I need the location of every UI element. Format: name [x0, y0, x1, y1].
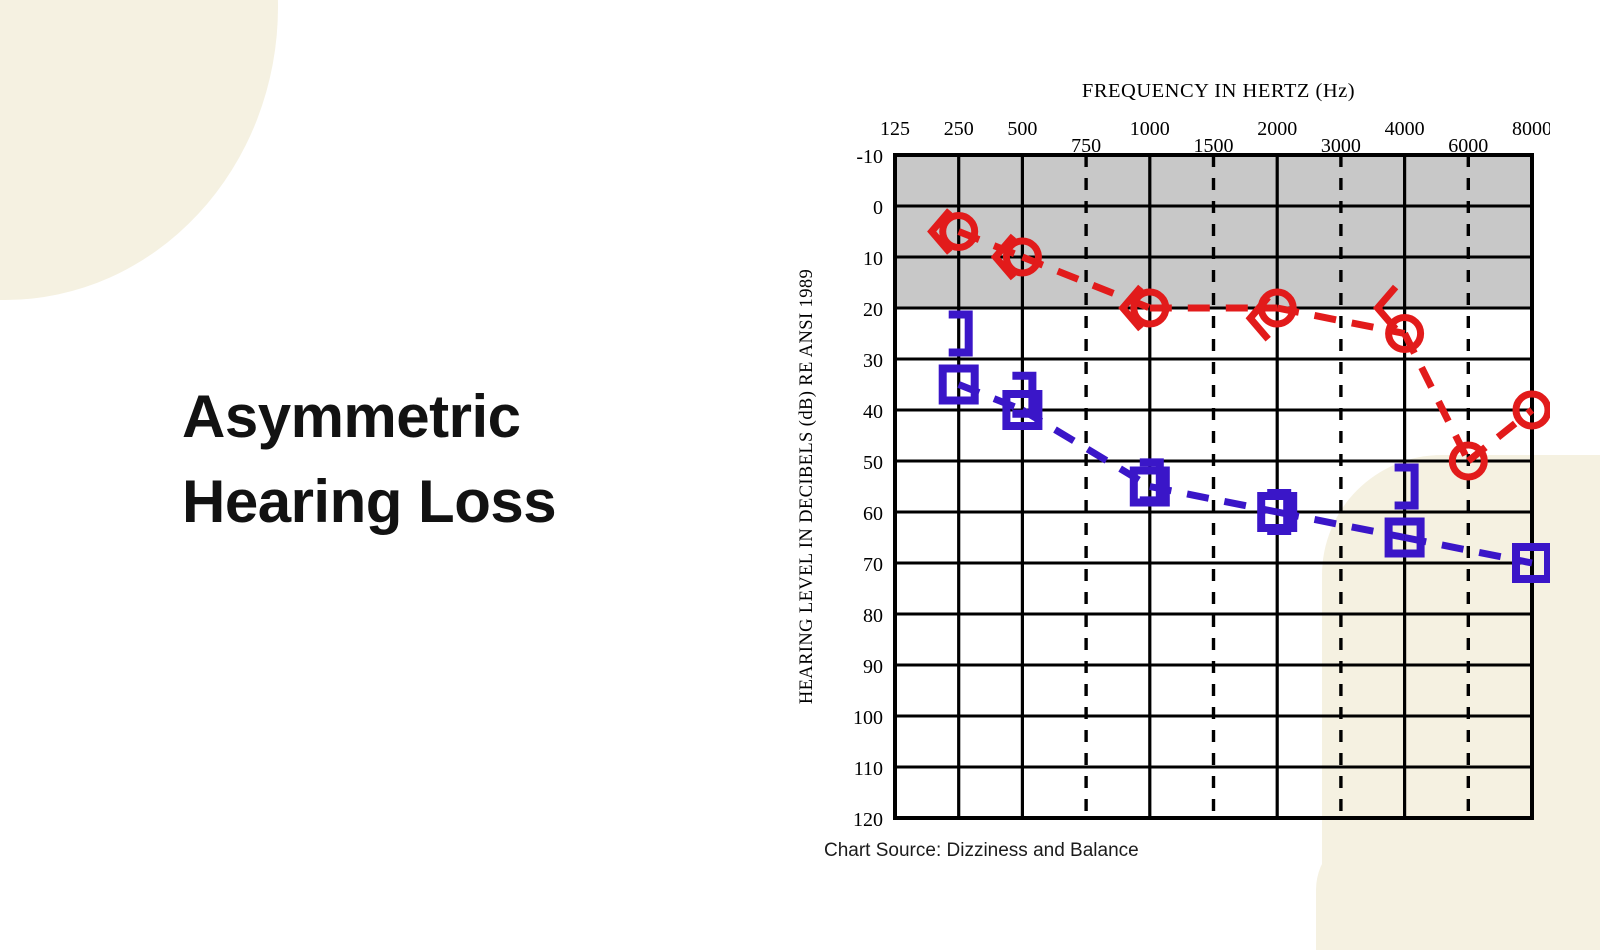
marker-bone-conduction-right: [1372, 284, 1399, 332]
y-tick-label: 90: [863, 656, 883, 678]
marker-bone-conduction-right: [927, 208, 953, 255]
page-title: Asymmetric Hearing Loss: [182, 374, 742, 544]
series-connector-line: [1276, 304, 1406, 337]
marker-square-left-ear: [1002, 390, 1043, 430]
series-connector-line: [1401, 331, 1472, 463]
page-title-line-1: Asymmetric: [182, 383, 521, 450]
x-tick-label-octave: 8000: [1512, 118, 1550, 140]
y-tick-label: 70: [863, 554, 883, 576]
marker-bone-conduction-right: [990, 233, 1017, 281]
y-tick-label: 50: [863, 452, 883, 474]
marker-square-left-ear: [1384, 517, 1425, 558]
y-axis-title: HEARING LEVEL IN DECIBELS (dB) RE ANSI 1…: [797, 269, 817, 704]
chart-source-caption: Chart Source: Dizziness and Balance: [824, 840, 1139, 861]
marker-square-left-ear: [938, 364, 979, 405]
x-tick-label-octave: 500: [1007, 118, 1037, 140]
marker-bone-conduction-left: [1267, 489, 1292, 535]
y-tick-label: 20: [863, 299, 883, 321]
x-tick-label-octave: 2000: [1257, 118, 1297, 140]
marker-circle-right-ear: [1512, 390, 1550, 430]
series-connector-line: [1466, 407, 1535, 464]
marker-bone-conduction-left: [948, 310, 973, 357]
plot-border: [893, 153, 1534, 820]
y-tick-label: 60: [863, 503, 883, 525]
x-tick-label-interoctave: 750: [1071, 135, 1101, 157]
x-tick-label-interoctave: 3000: [1321, 135, 1361, 157]
series-connector-line: [1020, 406, 1152, 490]
x-tick-label-interoctave: 1500: [1194, 135, 1234, 157]
marker-bone-conduction-right: [1245, 294, 1271, 342]
series-connector-line: [957, 381, 1024, 414]
data-series-group: [927, 208, 1550, 583]
page-title-line-2: Hearing Loss: [182, 468, 557, 536]
y-tick-label: 120: [853, 809, 883, 831]
y-tick-label: -10: [856, 146, 883, 168]
decorative-blob-top-left: [0, 0, 278, 300]
y-tick-label: 110: [854, 758, 883, 780]
series-connector-line: [1403, 534, 1533, 567]
series-connector-line: [1149, 483, 1278, 516]
x-tick-label-octave: 4000: [1385, 118, 1425, 140]
y-tick-label: 80: [863, 605, 883, 627]
marker-bone-conduction-left: [1012, 371, 1037, 418]
marker-circle-right-ear: [1002, 237, 1042, 277]
marker-circle-right-ear: [1448, 441, 1488, 481]
audiogram-chart: FREQUENCY IN HERTZ (Hz) 125 250 500 1000 2000…: [780, 62, 1550, 872]
marker-bone-conduction-left: [1394, 463, 1419, 510]
marker-bone-conduction-right: [1118, 284, 1144, 332]
x-tick-label-octave: 250: [944, 118, 974, 140]
marker-bone-conduction-left: [1139, 458, 1164, 505]
audiogram-svg: FREQUENCY IN HERTZ (Hz)125 250 500 1000 2000…: [797, 80, 1550, 831]
y-tick-label: 10: [863, 248, 883, 270]
y-tick-label: 100: [853, 707, 883, 729]
y-tick-label: 30: [863, 350, 883, 372]
y-tick-label: 0: [873, 197, 883, 219]
x-axis-title: FREQUENCY IN HERTZ (Hz): [1082, 80, 1355, 102]
marker-circle-right-ear: [1385, 314, 1425, 353]
x-tick-label-octave: 1000: [1130, 118, 1170, 140]
x-tick-label-octave: 125: [880, 118, 910, 140]
series-connector-line: [1276, 508, 1406, 541]
marker-circle-right-ear: [939, 212, 979, 251]
marker-square-left-ear: [1512, 543, 1550, 583]
x-tick-label-interoctave: 6000: [1448, 135, 1488, 157]
marker-circle-right-ear: [1130, 288, 1170, 328]
series-connector-line: [957, 228, 1024, 261]
y-tick-label: 40: [863, 401, 883, 423]
